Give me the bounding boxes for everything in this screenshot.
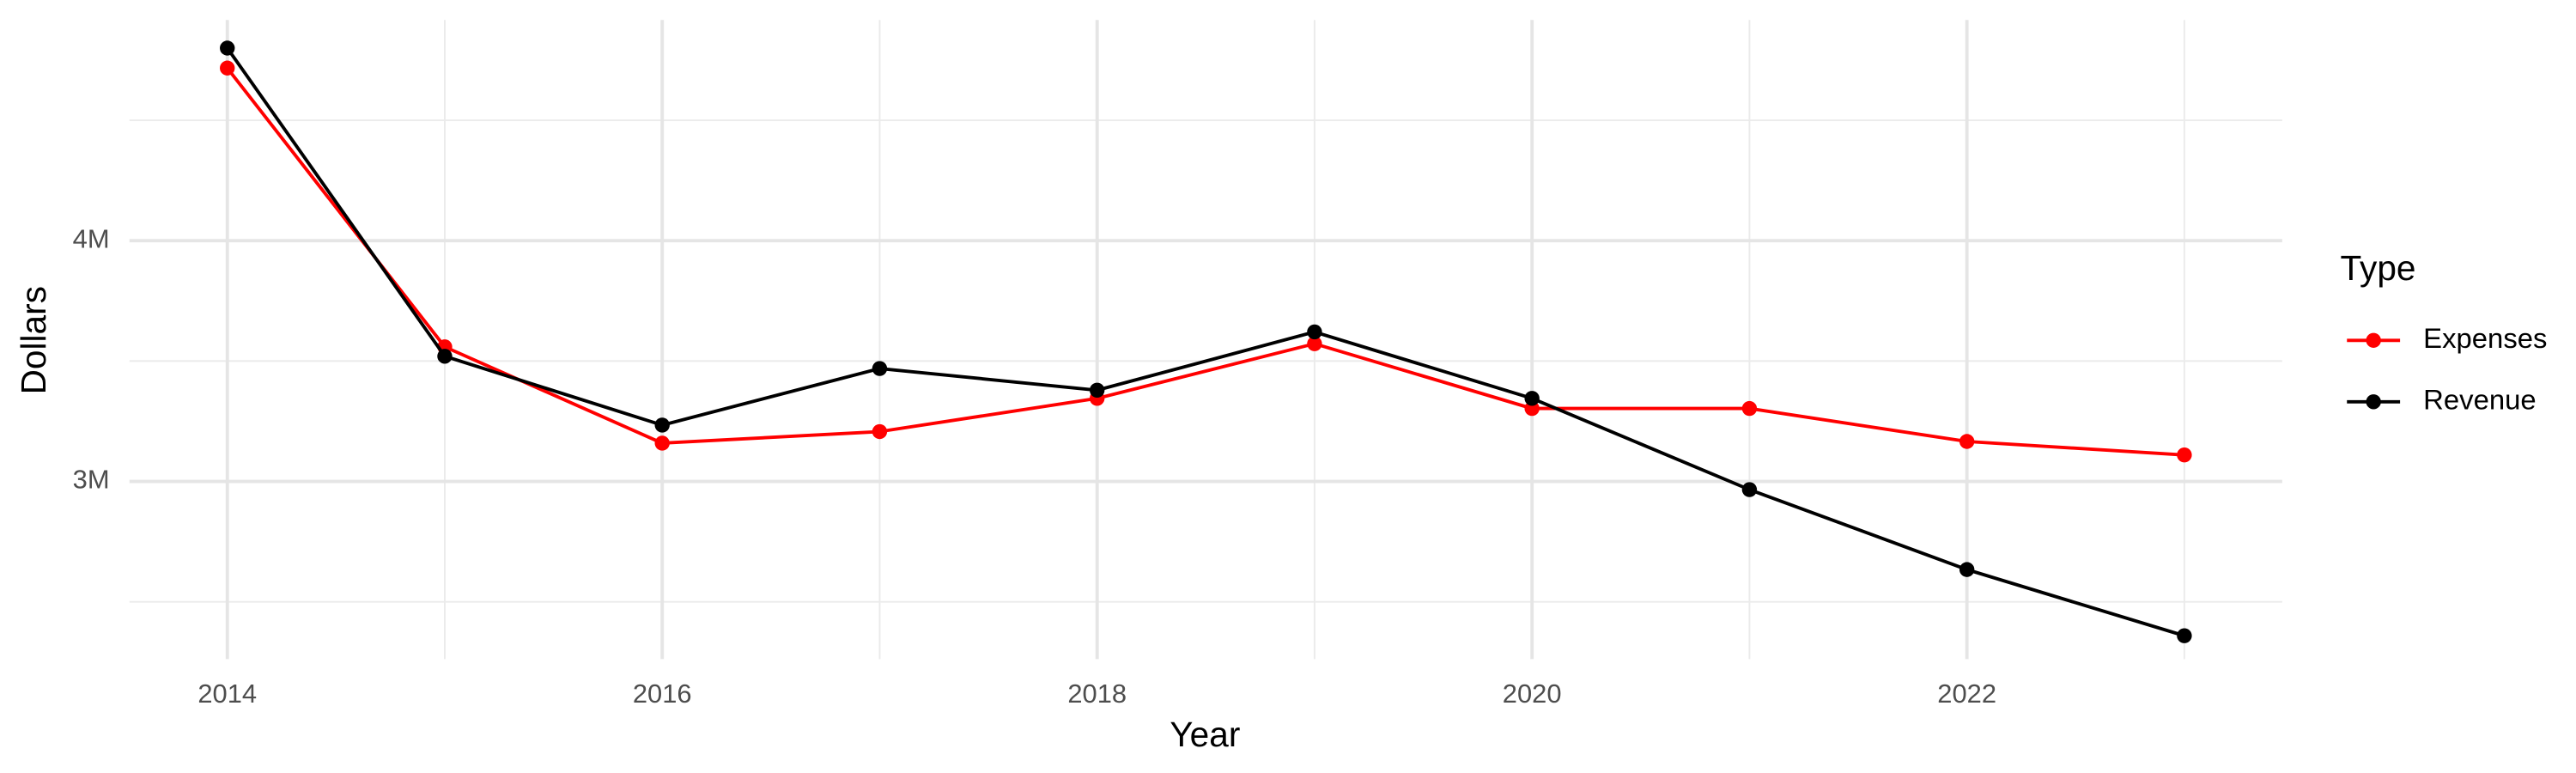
data-point (1741, 482, 1758, 497)
x-tick-label: 2020 (1503, 679, 1562, 709)
data-point (220, 60, 235, 76)
legend-item: Expenses (2347, 322, 2547, 354)
legend-title: Type (2341, 248, 2416, 288)
data-point (1959, 562, 1975, 577)
data-point (1089, 382, 1105, 398)
legend-marker (2366, 332, 2381, 348)
data-point (872, 361, 888, 376)
series-line (226, 46, 2185, 638)
grid (129, 20, 2282, 660)
y-tick-label: 4M (73, 223, 110, 253)
data-point (2177, 447, 2192, 463)
data-point (654, 435, 670, 451)
x-axis-title: Year (1170, 715, 1240, 754)
data-point (1959, 434, 1975, 449)
legend-marker (2366, 394, 2381, 410)
data-point (1741, 400, 1758, 417)
series-line (226, 67, 2185, 457)
y-axis-title: Dollars (14, 286, 53, 394)
plot-area (220, 40, 2192, 643)
data-point (1307, 324, 1322, 340)
legend-label: Expenses (2423, 322, 2547, 354)
x-tick-label: 2014 (197, 679, 257, 709)
legend-item: Revenue (2347, 383, 2537, 415)
data-point (437, 349, 453, 364)
data-point (2177, 628, 2192, 643)
data-point (654, 417, 670, 433)
x-tick-label: 2022 (1937, 679, 1996, 709)
data-point (220, 40, 235, 56)
x-tick-label: 2016 (633, 679, 692, 709)
legend-label: Revenue (2423, 383, 2537, 415)
y-tick-label: 3M (73, 465, 110, 495)
x-tick-label: 2018 (1067, 679, 1127, 709)
data-point (872, 423, 888, 440)
data-point (1307, 336, 1322, 351)
data-point (1524, 391, 1540, 406)
